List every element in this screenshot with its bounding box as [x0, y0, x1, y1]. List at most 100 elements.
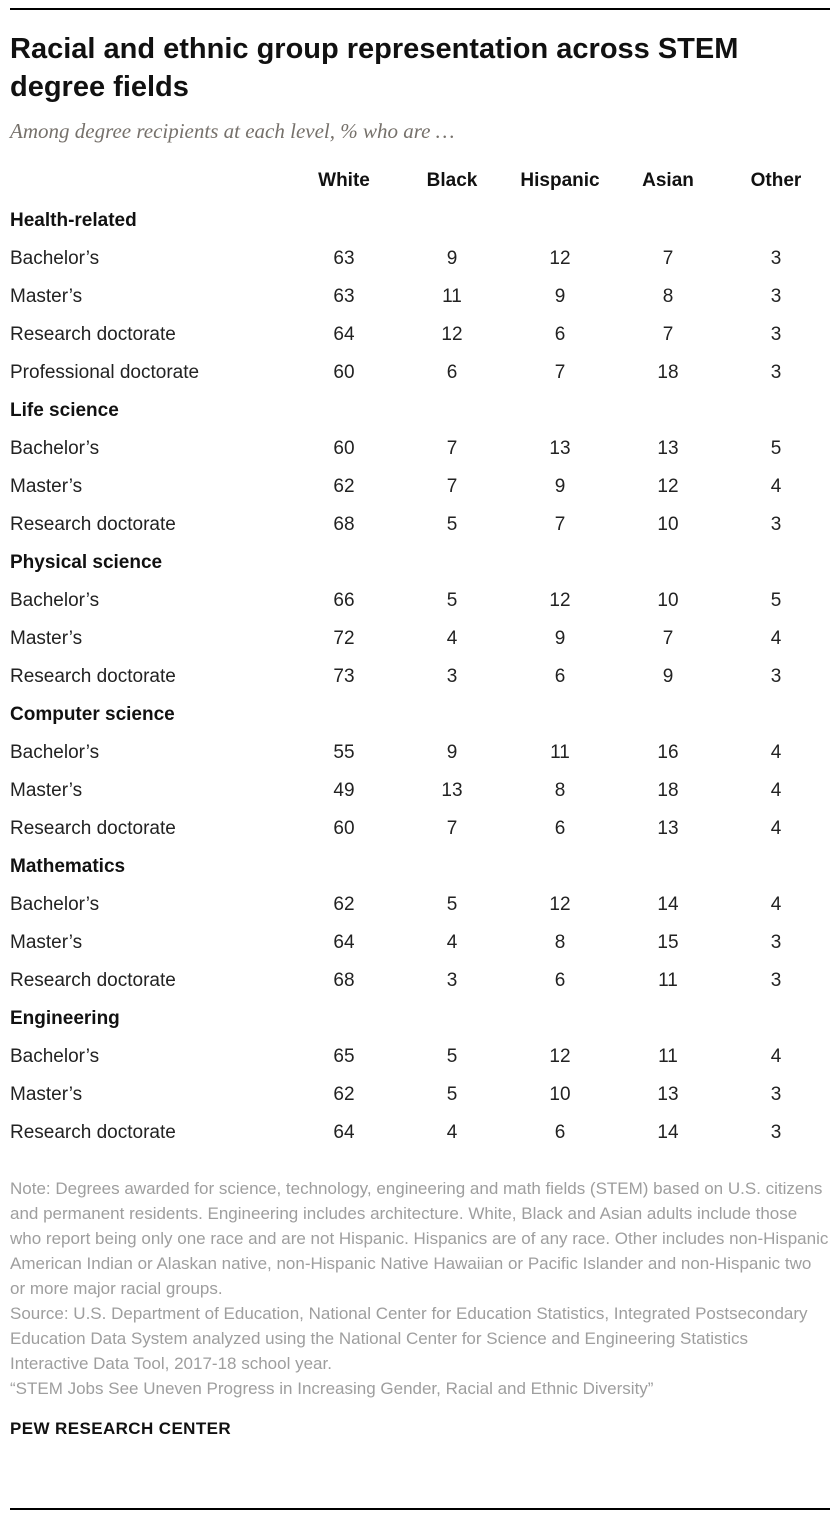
data-row: Research doctorate 60 7 6 13 4	[10, 810, 830, 848]
value-cell: 8	[554, 779, 566, 801]
value-cell: 60	[333, 437, 355, 459]
value-cell: 10	[657, 589, 679, 611]
value-cell: 18	[657, 779, 679, 801]
value-cell: 7	[446, 475, 458, 497]
value-cell: 7	[662, 323, 674, 345]
value-cell: 3	[770, 1121, 782, 1143]
data-row: Master’s 49 13 8 18 4	[10, 772, 830, 810]
data-row: Master’s 64 4 8 15 3	[10, 924, 830, 962]
row-label: Research doctorate	[10, 1121, 176, 1143]
value-cell: 72	[333, 627, 355, 649]
value-cell: 12	[549, 893, 571, 915]
value-cell: 14	[657, 1121, 679, 1143]
row-label: Bachelor’s	[10, 893, 100, 915]
row-label: Research doctorate	[10, 817, 176, 839]
value-cell: 3	[770, 323, 782, 345]
value-cell: 5	[446, 513, 458, 535]
data-row: Bachelor’s 62 5 12 14 4	[10, 886, 830, 924]
bottom-rule	[10, 1508, 830, 1510]
value-cell: 4	[446, 931, 458, 953]
section-row: Computer science	[10, 696, 830, 734]
value-cell: 5	[446, 1083, 458, 1105]
value-cell: 18	[657, 361, 679, 383]
data-row: Bachelor’s 55 9 11 16 4	[10, 734, 830, 772]
value-cell: 11	[658, 1045, 678, 1067]
value-cell: 3	[770, 665, 782, 687]
value-cell: 4	[770, 627, 782, 649]
report-title: “STEM Jobs See Uneven Progress in Increa…	[10, 1378, 654, 1398]
data-row: Bachelor’s 63 9 12 7 3	[10, 240, 830, 278]
value-cell: 7	[662, 247, 674, 269]
data-row: Research doctorate 73 3 6 9 3	[10, 658, 830, 696]
source-text: Source: U.S. Department of Education, Na…	[10, 1303, 808, 1373]
row-label: Master’s	[10, 779, 83, 801]
section-header: Physical science	[10, 551, 163, 573]
value-cell: 5	[446, 893, 458, 915]
data-row: Master’s 72 4 9 7 4	[10, 620, 830, 658]
value-cell: 3	[770, 513, 782, 535]
section-header: Mathematics	[10, 855, 126, 877]
row-label: Bachelor’s	[10, 589, 100, 611]
data-row: Bachelor’s 66 5 12 10 5	[10, 582, 830, 620]
value-cell: 8	[554, 931, 566, 953]
value-cell: 3	[770, 285, 782, 307]
value-cell: 4	[446, 1121, 458, 1143]
data-row: Master’s 62 7 9 12 4	[10, 468, 830, 506]
row-label: Bachelor’s	[10, 741, 100, 763]
table-body: Health-related Bachelor’s 63 9 12 7 3 Master’s 6…	[10, 202, 830, 1152]
value-cell: 63	[333, 247, 355, 269]
value-cell: 4	[770, 817, 782, 839]
value-cell: 6	[554, 1121, 566, 1143]
chart-title: Racial and ethnic group representation a…	[10, 33, 739, 104]
section-header: Health-related	[10, 209, 137, 231]
row-label: Professional doctorate	[10, 361, 200, 383]
section-row: Physical science	[10, 544, 830, 582]
value-cell: 68	[333, 513, 355, 535]
chart-subtitle: Among degree recipients at each level, %…	[10, 118, 455, 143]
value-cell: 10	[657, 513, 679, 535]
value-cell: 62	[333, 893, 355, 915]
row-label: Master’s	[10, 1083, 83, 1105]
row-label: Research doctorate	[10, 665, 176, 687]
data-row: Research doctorate 68 5 7 10 3	[10, 506, 830, 544]
value-cell: 14	[657, 893, 679, 915]
value-cell: 3	[770, 361, 782, 383]
row-label: Master’s	[10, 285, 83, 307]
row-label: Research doctorate	[10, 323, 176, 345]
data-row: Master’s 62 5 10 13 3	[10, 1076, 830, 1114]
value-cell: 4	[770, 741, 782, 763]
value-cell: 9	[446, 741, 458, 763]
value-cell: 3	[446, 665, 458, 687]
data-row: Professional doctorate 60 6 7 18 3	[10, 354, 830, 392]
data-row: Research doctorate 64 4 6 14 3	[10, 1114, 830, 1152]
section-row: Engineering	[10, 1000, 830, 1038]
column-header: Black	[426, 169, 478, 191]
value-cell: 7	[554, 513, 566, 535]
value-cell: 12	[549, 247, 571, 269]
section-row: Health-related	[10, 202, 830, 240]
value-cell: 6	[554, 817, 566, 839]
value-cell: 5	[446, 1045, 458, 1067]
value-cell: 7	[446, 437, 458, 459]
value-cell: 3	[770, 247, 782, 269]
header-spacer	[10, 162, 290, 202]
value-cell: 6	[554, 323, 566, 345]
value-cell: 9	[554, 475, 566, 497]
value-cell: 62	[333, 475, 355, 497]
value-cell: 6	[554, 969, 566, 991]
value-cell: 3	[770, 931, 782, 953]
value-cell: 64	[333, 1121, 355, 1143]
notes-block: Note: Degrees awarded for science, techn…	[10, 1176, 830, 1401]
value-cell: 9	[446, 247, 458, 269]
value-cell: 3	[770, 1083, 782, 1105]
value-cell: 12	[441, 323, 463, 345]
column-header: Asian	[642, 169, 694, 191]
top-rule	[10, 8, 830, 10]
section-header: Engineering	[10, 1007, 120, 1029]
note-text: Note: Degrees awarded for science, techn…	[10, 1178, 829, 1298]
value-cell: 13	[657, 1083, 679, 1105]
value-cell: 13	[657, 437, 679, 459]
row-label: Master’s	[10, 931, 83, 953]
column-header: Hispanic	[520, 169, 600, 191]
